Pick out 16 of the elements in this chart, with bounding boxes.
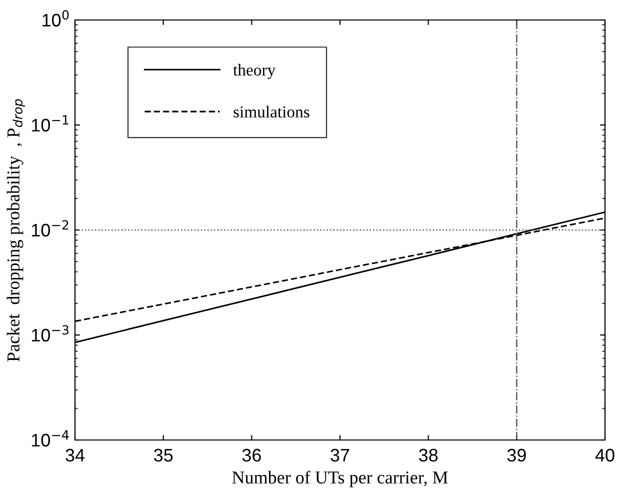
x-tick-label: 39 <box>507 448 526 462</box>
x-tick-label: 35 <box>154 448 173 462</box>
x-tick-label: 40 <box>595 448 614 462</box>
x-tick-label: 38 <box>418 448 438 462</box>
legend-label: simulations <box>234 106 310 118</box>
x-axis-title: Number of UTs per carrier, M <box>232 470 448 488</box>
y-tick-label: 10$^{−3}$ <box>32 325 68 342</box>
x-tick-label: 34 <box>66 448 85 462</box>
y-tick-label: 10$^{−4}$ <box>32 430 69 447</box>
y-tick-label: 10$^{−1}$ <box>32 115 68 132</box>
legend-label: theory <box>233 64 276 80</box>
y-axis-title: Packet dropping probability , P$_{drop}$ <box>6 99 25 362</box>
y-tick-label: 10$^{0}$ <box>42 10 69 27</box>
x-tick-label: 36 <box>242 448 261 462</box>
y-tick-label: 10$^{−2}$ <box>32 220 68 237</box>
x-tick-label: 37 <box>330 448 350 462</box>
